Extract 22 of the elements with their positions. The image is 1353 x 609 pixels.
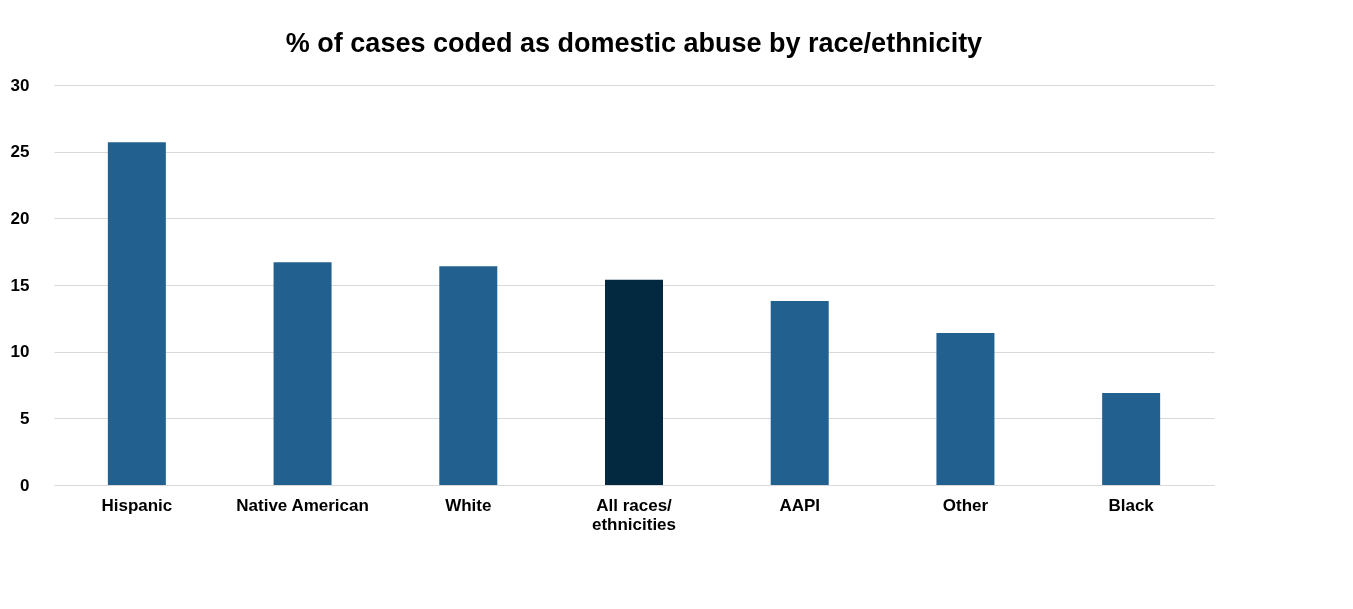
y-tick-label: 0 <box>20 475 30 495</box>
x-tick-label: Native American <box>236 495 369 515</box>
x-tick-label: Black <box>1108 495 1155 515</box>
y-tick-label: 5 <box>20 408 30 428</box>
bar <box>439 266 498 485</box>
x-tick-label: White <box>445 495 492 515</box>
y-tick-label: 20 <box>10 208 30 228</box>
chart-title: % of cases coded as domestic abuse by race/ethnicity <box>285 28 983 58</box>
x-tick-label: Other <box>942 495 989 515</box>
x-tick-label: Hispanic <box>101 495 173 515</box>
y-tick-label: 10 <box>10 342 30 362</box>
y-tick-label: 25 <box>10 142 30 162</box>
bar <box>107 142 166 485</box>
y-tick-label: 30 <box>10 75 30 95</box>
y-tick-label: 15 <box>10 275 30 295</box>
bar <box>605 279 663 485</box>
bar <box>273 262 332 485</box>
bar <box>770 301 829 485</box>
x-tick-label: All races/ ethnicities <box>591 495 677 534</box>
x-tick-label: AAPI <box>779 495 821 515</box>
bar <box>936 333 995 485</box>
bar <box>1102 393 1161 485</box>
